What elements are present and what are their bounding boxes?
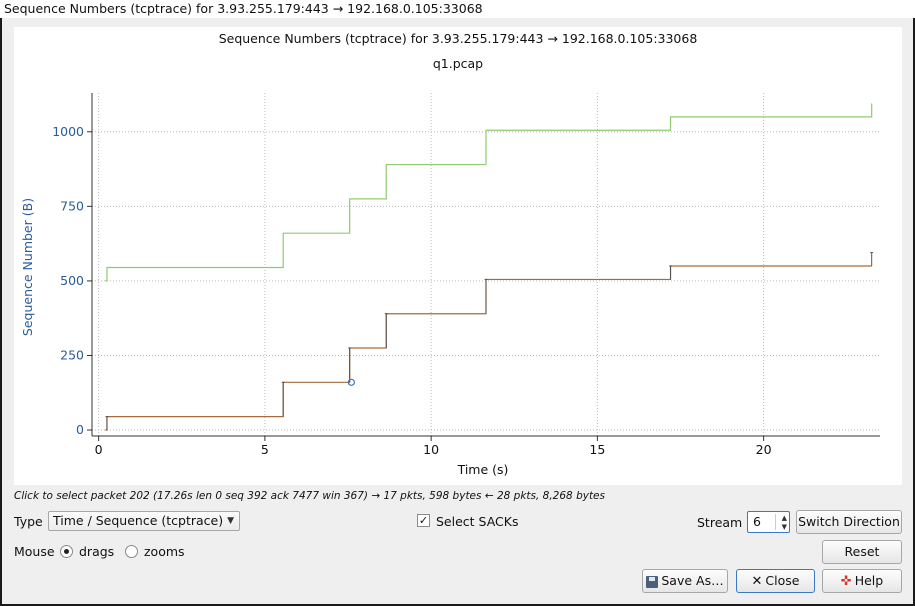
packet-hint: Click to select packet 202 (17.26s len 0… [14,490,605,502]
x-icon: ✕ [751,574,763,589]
plot-panel[interactable]: Sequence Numbers (tcptrace) for 3.93.255… [14,27,902,485]
y-tick-label: 1000 [52,124,84,139]
axes: 0 5 10 15 20 0 250 500 750 1000 [52,93,880,457]
chart-subtitle: q1.pcap [433,56,483,71]
type-combobox-value: Time / Sequence (tcptrace) [53,513,224,528]
checkmark-icon: ✓ [418,514,429,527]
y-tick-label: 500 [60,273,84,288]
switch-direction-button[interactable]: Switch Direction [796,510,902,534]
selected-packet-marker [347,378,355,386]
reset-button[interactable]: Reset [822,540,902,564]
select-sacks-checkbox[interactable]: ✓ [417,514,430,527]
select-sacks-label: Select SACKs [436,514,519,529]
x-tick-label: 5 [261,442,269,457]
window-title: Sequence Numbers (tcptrace) for 3.93.255… [0,0,915,18]
chart-title: Sequence Numbers (tcptrace) for 3.93.255… [219,31,698,46]
series [105,103,874,431]
markers [347,378,355,386]
stream-spinbox[interactable]: 6 ▲ ▼ [747,511,790,533]
spin-divider [775,514,776,530]
y-tick-label: 250 [60,347,84,362]
x-tick-label: 0 [95,442,103,457]
spin-down-icon[interactable]: ▼ [781,523,787,531]
x-axis-label: Time (s) [457,462,509,477]
drags-label: drags [79,544,115,559]
close-button[interactable]: ✕ Close [736,569,815,593]
save-as-label: Save As… [661,573,724,588]
y-tick-label: 0 [76,422,84,437]
sequence-graph[interactable]: Sequence Numbers (tcptrace) for 3.93.255… [14,27,902,485]
help-button[interactable]: ✜ Help [822,569,902,593]
drags-radio[interactable] [60,545,73,558]
mouse-label: Mouse [14,544,55,559]
zooms-radio[interactable] [125,545,138,558]
y-tick-label: 750 [60,198,84,213]
series-1-line [105,265,872,431]
zooms-label: zooms [144,544,185,559]
x-tick-label: 15 [589,442,605,457]
save-as-button[interactable]: Save As… [642,569,728,593]
y-axis-label: Sequence Number (B) [20,198,35,336]
spin-up-icon[interactable]: ▲ [781,514,787,522]
type-label: Type [14,514,43,529]
x-tick-label: 10 [423,442,439,457]
help-label: Help [854,573,884,588]
chevron-down-icon: ▼ [227,516,234,526]
type-combobox[interactable]: Time / Sequence (tcptrace) ▼ [48,511,240,531]
x-tick-label: 20 [756,442,772,457]
series-0-line [105,103,873,282]
stream-label: Stream [697,515,743,530]
stream-value: 6 [753,514,761,529]
floppy-disk-icon [646,575,659,588]
lifebuoy-icon: ✜ [840,574,852,589]
close-label: Close [765,573,800,588]
